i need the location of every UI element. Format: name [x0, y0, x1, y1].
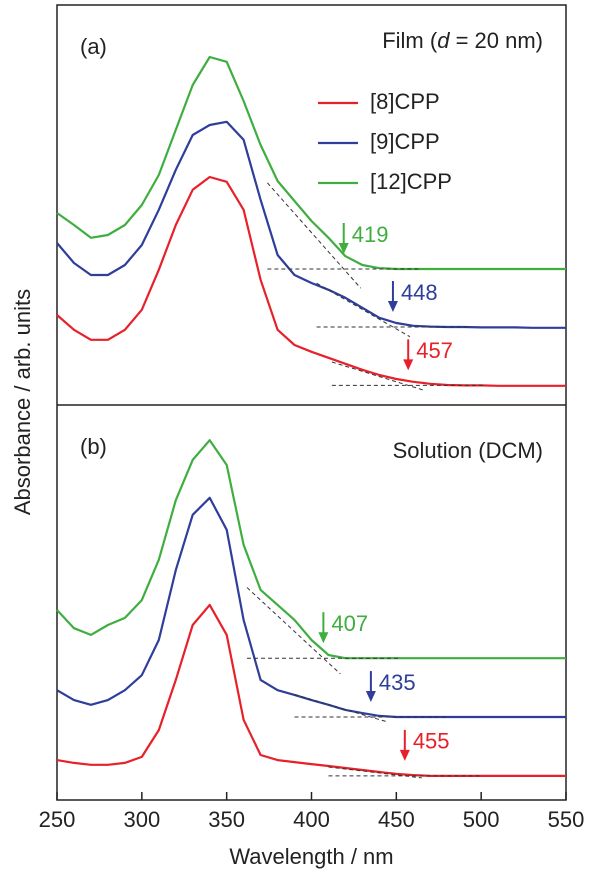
x-tick-label: 450: [378, 807, 415, 832]
x-tick-label: 500: [463, 807, 500, 832]
legend-label: [8]CPP: [370, 89, 440, 114]
title-part: d: [437, 28, 450, 53]
onset-label: 455: [413, 729, 450, 754]
tangent-guide: [331, 361, 426, 392]
series-line: [56, 439, 566, 660]
panel-label: (b): [80, 434, 107, 459]
onset-arrowhead: [318, 632, 329, 644]
tangent-guide: [267, 182, 362, 289]
onset-label: 419: [352, 222, 389, 247]
x-tick-label: 350: [208, 807, 245, 832]
legend-label: [12]CPP: [370, 169, 452, 194]
onset-label: 457: [416, 338, 453, 363]
x-tick-label: 300: [123, 807, 160, 832]
panel-title: Solution (DCM): [393, 438, 543, 463]
panel-title: Film (d = 20 nm): [382, 28, 543, 53]
series-line: [56, 496, 566, 719]
onset-label: 407: [331, 611, 368, 636]
tangent-guide: [246, 587, 341, 675]
onset-arrowhead: [403, 359, 414, 371]
tangent-guide: [294, 694, 388, 723]
onset-arrowhead: [387, 301, 398, 312]
onset-label: 448: [401, 280, 438, 305]
onset-arrowhead: [399, 749, 410, 761]
tangent-guide: [328, 766, 422, 779]
x-tick-label: 250: [39, 807, 76, 832]
onset-label: 435: [379, 670, 416, 695]
title-part: = 20 nm): [449, 28, 543, 53]
legend-label: [9]CPP: [370, 129, 440, 154]
series-line: [56, 175, 566, 387]
series-line: [56, 603, 566, 777]
series-line: [56, 55, 566, 271]
onset-arrowhead: [365, 691, 376, 703]
y-axis-label: Absorbance / arb. units: [10, 289, 35, 515]
onset-arrowhead: [338, 243, 349, 254]
title-part: Film (: [382, 28, 438, 53]
plot-frame: [56, 4, 567, 801]
x-tick-label: 400: [293, 807, 330, 832]
panel-label: (a): [80, 34, 107, 59]
x-axis-label: Wavelength / nm: [229, 844, 393, 869]
series-line: [56, 120, 566, 329]
x-tick-label: 550: [548, 807, 585, 832]
tangent-guide: [316, 282, 411, 338]
